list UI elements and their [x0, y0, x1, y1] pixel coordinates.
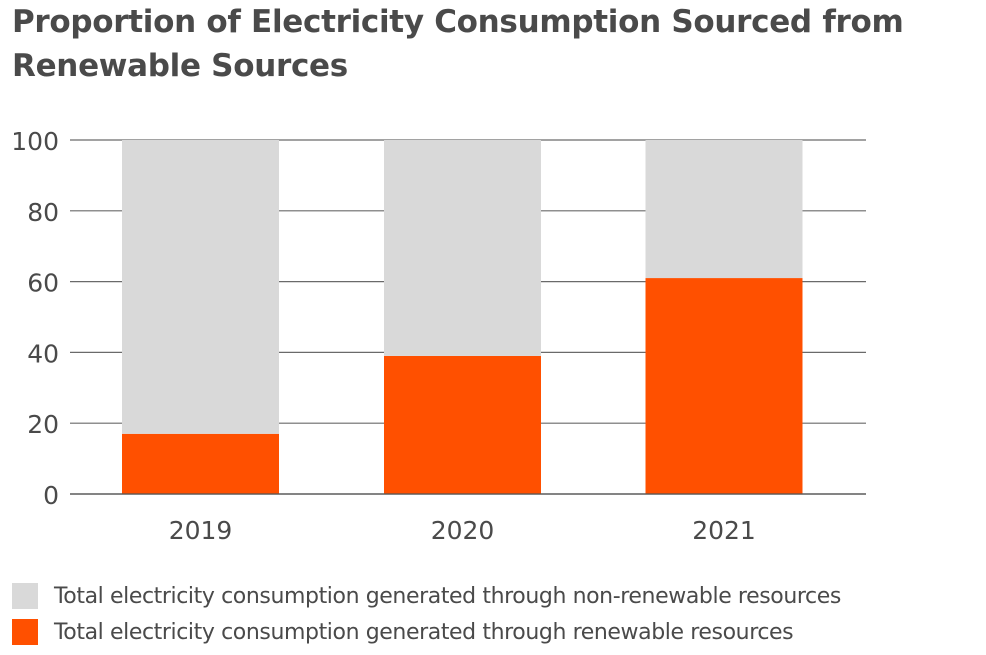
legend-swatch-renewable	[12, 619, 38, 645]
y-tick-label: 100	[11, 127, 59, 156]
y-tick-label: 60	[27, 269, 59, 298]
bar-renewable-2019	[122, 433, 279, 494]
y-tick-label: 40	[27, 339, 59, 368]
bar-renewable-2021	[645, 278, 803, 494]
legend-label-renewable: Total electricity consumption generated …	[54, 619, 794, 645]
y-tick-label: 80	[27, 198, 59, 227]
bar-non-renewable-2020	[384, 140, 541, 356]
x-tick-label: 2021	[692, 516, 756, 545]
x-tick-label: 2020	[431, 516, 495, 545]
legend-swatch-non-renewable	[12, 583, 38, 609]
legend-item-non-renewable: Total electricity consumption generated …	[12, 578, 841, 614]
legend-label-non-renewable: Total electricity consumption generated …	[54, 583, 841, 609]
bar-non-renewable-2019	[122, 140, 279, 434]
chart-title: Proportion of Electricity Consumption So…	[12, 4, 904, 84]
y-tick-label: 0	[43, 481, 59, 510]
bar-non-renewable-2021	[645, 140, 803, 279]
x-tick-label: 2019	[169, 516, 233, 545]
legend-item-renewable: Total electricity consumption generated …	[12, 614, 841, 650]
chart-legend: Total electricity consumption generated …	[12, 578, 841, 650]
bar-renewable-2020	[384, 355, 541, 494]
y-tick-label: 20	[27, 410, 59, 439]
stacked-bar-chart: 0 20 40 60 80 100 2019 2020 2021	[11, 127, 866, 545]
